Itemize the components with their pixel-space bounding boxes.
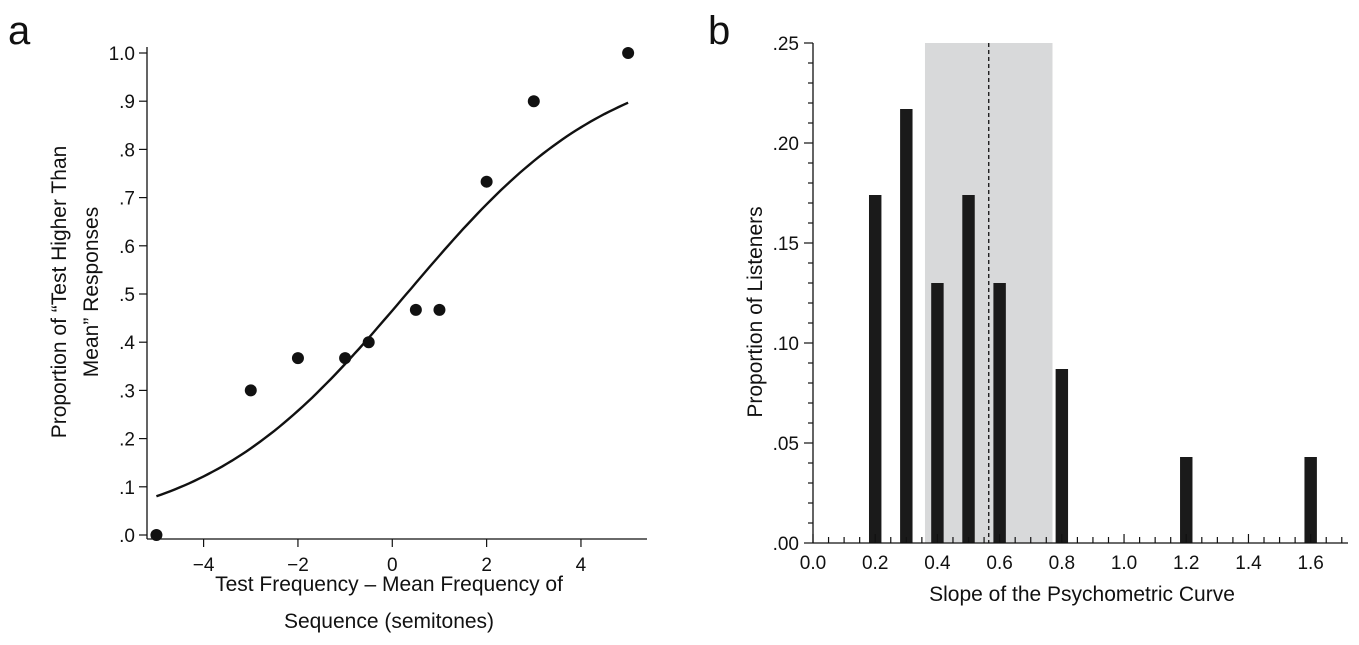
panel-a-ytick-label: .1	[119, 478, 135, 499]
panel-b-ytick-label: .20	[773, 134, 799, 155]
panel-a-ytick-label: .7	[119, 189, 135, 210]
panel-a-ytick-label: .5	[119, 285, 135, 306]
panel-a-data-point	[433, 303, 446, 316]
panel-b-shaded-region	[924, 43, 1053, 543]
panel-b-xtick-label: 0.4	[924, 553, 951, 574]
panel-b-bar	[868, 195, 882, 543]
panel-a-ytick-label: .6	[119, 237, 135, 258]
panel-a-ytick-label: .3	[119, 381, 135, 402]
panel-a-data-point	[527, 95, 540, 108]
panel-a-data-point	[362, 336, 375, 349]
panel-b-ytick-label: .10	[773, 334, 799, 355]
panel-b-xtick-label: 1.2	[1173, 553, 1199, 574]
panel-a-fit-curve	[155, 101, 629, 498]
panel-a-xtick-label: 4	[576, 555, 587, 576]
panel-a-ytick-label: 1.0	[109, 44, 135, 65]
panel-b-xtick-label: 1.6	[1297, 553, 1323, 574]
panel-b-xtick-label: 1.0	[1111, 553, 1137, 574]
panel-b-bar	[1055, 369, 1069, 543]
panel-b-bar	[1304, 457, 1317, 543]
panel-a-xlabel-line2: Sequence (semitones)	[284, 610, 494, 633]
panel-b-bar	[931, 283, 944, 543]
panel-label-b: b	[708, 9, 730, 53]
panel-a-xtick-label: −2	[287, 555, 309, 576]
panel-a-ylabel-line2: Mean” Responses	[80, 207, 103, 377]
panel-a-ytick-label: .0	[119, 526, 135, 547]
panel-a-xtick-label: −4	[193, 555, 215, 576]
panel-b-xlabel: Slope of the Psychometric Curve	[929, 583, 1235, 606]
panel-a-data-point	[291, 352, 304, 365]
panel-b-xtick-label: 0.2	[862, 553, 888, 574]
panel-b-xtick-label: 1.4	[1235, 553, 1262, 574]
panel-b-bar	[993, 283, 1006, 543]
panel-a-ytick-label: .2	[119, 430, 135, 451]
panel-a-ylabel-line1: Proportion of “Test Higher Than	[48, 146, 71, 439]
panel-a-chart: .0 .1 .2 .3 .4 .5 .6 .7 .8 .9 1.0 −4 −2 0 2 4	[109, 44, 647, 576]
panel-b-xtick-label: 0.0	[800, 553, 826, 574]
panel-a-ytick-label: .8	[119, 140, 135, 161]
panel-a-data-point	[244, 384, 257, 397]
panel-a-data-point	[409, 303, 422, 316]
panel-b-xtick-label: 0.6	[986, 553, 1012, 574]
panel-a-xtick-label: 0	[387, 555, 398, 576]
panel-b-ytick-label: .05	[773, 434, 799, 455]
panel-a-data-point	[622, 47, 635, 59]
panel-a-data-point	[150, 529, 163, 541]
panel-b-bar	[900, 109, 913, 543]
panel-b-bar	[962, 195, 975, 543]
panel-a-data-point	[480, 175, 493, 188]
panel-b-ylabel: Proportion of Listeners	[744, 206, 767, 417]
panel-b-ytick-label: .25	[773, 34, 799, 55]
panel-b-ytick-label: .00	[773, 534, 799, 555]
panel-a-ytick-label: .4	[119, 333, 135, 354]
panel-a-xtick-label: 2	[481, 555, 492, 576]
panel-label-a: a	[8, 9, 31, 53]
panel-a-ytick-label: .9	[119, 92, 135, 113]
panel-b-ytick-label: .15	[773, 234, 799, 255]
panel-b-chart: .00 .05 .10 .15 .20 .25 0.0 0.2 0.4 0.6 0.8 1.0 1.2 1…	[773, 34, 1348, 574]
panel-a-data-point	[339, 352, 352, 365]
panel-b-xtick-label: 0.8	[1049, 553, 1075, 574]
panel-b-bar	[1180, 457, 1193, 543]
panel-a-xlabel-line1: Test Frequency – Mean Frequency of	[215, 573, 563, 596]
